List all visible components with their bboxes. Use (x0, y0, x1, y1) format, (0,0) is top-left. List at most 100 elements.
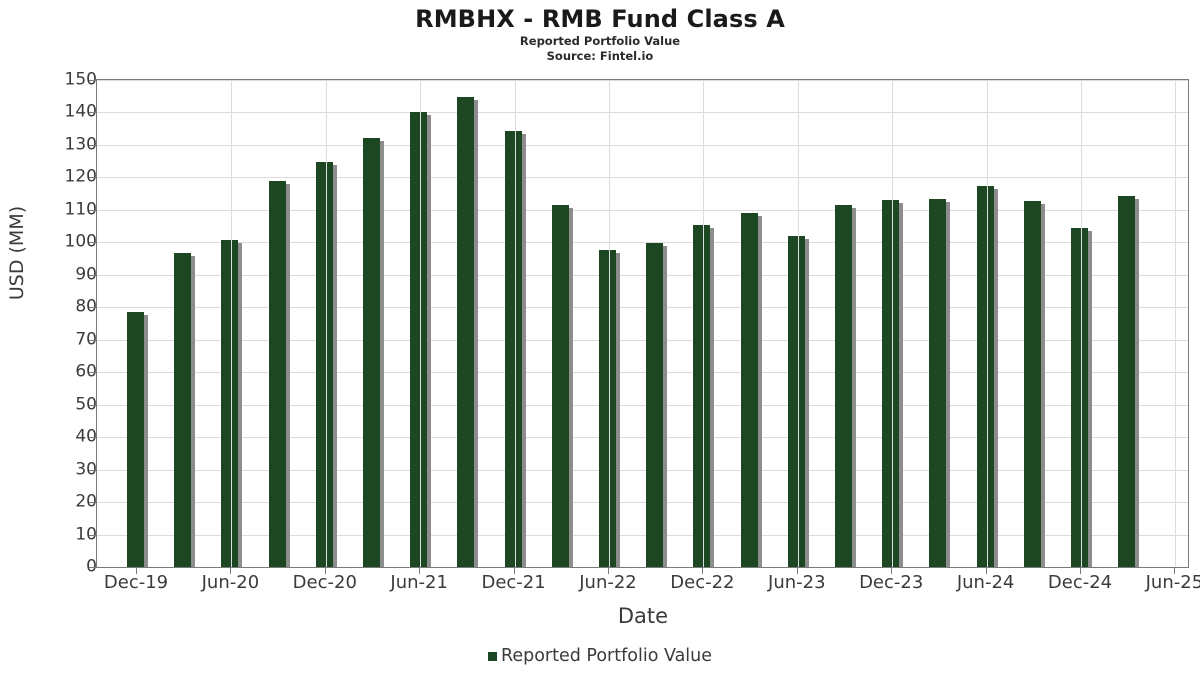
bar (504, 130, 526, 567)
bar (268, 180, 290, 567)
bar-shadow (899, 203, 904, 567)
chart-source: Source: Fintel.io (546, 49, 654, 63)
y-axis-tick-label: 60 (75, 361, 97, 382)
bar-fill (127, 311, 144, 567)
gridline-horizontal (97, 274, 1188, 276)
bar (929, 198, 951, 567)
gridline-vertical (1175, 80, 1177, 567)
gridline-horizontal (97, 469, 1188, 471)
y-axis-tick-label: 50 (75, 394, 97, 415)
bar (551, 205, 573, 567)
y-axis-tick-label: 130 (64, 134, 97, 155)
x-axis-tick-label: Dec-21 (481, 572, 546, 593)
bar-fill (787, 236, 805, 567)
bar (599, 249, 620, 567)
y-axis-tick-label: 30 (75, 459, 97, 480)
y-axis-tick-mark (89, 502, 96, 504)
bar-fill (551, 205, 569, 567)
y-axis-tick-mark (89, 209, 96, 211)
bar (1023, 200, 1045, 567)
bar-shadow (710, 227, 715, 567)
y-axis-tick-mark (89, 469, 96, 471)
bar (740, 212, 762, 567)
gridline-horizontal (97, 112, 1188, 114)
gridline-vertical (892, 80, 894, 567)
y-axis-title-text: USD (MM) (6, 205, 28, 300)
y-axis-tick-label: 110 (64, 199, 97, 220)
chart-subtitle: Reported Portfolio Value (519, 34, 681, 48)
gridline-horizontal (97, 144, 1188, 146)
gridline-vertical (325, 80, 327, 567)
y-axis-tick-mark (89, 80, 96, 81)
bar-shadow (1040, 203, 1045, 567)
y-axis-tick-label: 10 (75, 524, 97, 545)
x-axis-tick-mark (1174, 568, 1176, 574)
bar (976, 185, 998, 567)
bar-shadow (1135, 198, 1140, 567)
bar (787, 236, 809, 567)
x-axis-tick-label: Jun-22 (579, 572, 637, 593)
x-axis-tick-label: Jun-21 (390, 572, 448, 593)
x-axis-tick-mark (608, 568, 609, 574)
y-axis-tick-label: 90 (75, 264, 97, 285)
bar-fill (174, 252, 192, 567)
x-axis-tick-mark (1080, 568, 1081, 574)
bar-shadow (946, 201, 951, 567)
bar-shadow (191, 255, 196, 567)
bar-shadow (521, 133, 526, 567)
x-axis-tick-mark (891, 568, 893, 574)
bar-fill (929, 198, 947, 567)
bar (835, 205, 856, 567)
bar-fill (599, 249, 616, 567)
y-axis-tick-label: 80 (75, 296, 97, 317)
bar-shadow (474, 99, 479, 567)
x-axis-tick-label: Dec-23 (859, 572, 924, 593)
bar (221, 239, 243, 567)
chart-title: RMBHX - RMB Fund Class A (415, 5, 785, 33)
gridline-horizontal (97, 437, 1188, 439)
bar-fill (882, 200, 900, 567)
x-axis-tick-label: Dec-22 (670, 572, 735, 593)
gridline-vertical (514, 80, 516, 567)
title-block: RMBHX - RMB Fund Class A Reported Portfo… (0, 4, 1200, 64)
y-axis-tick-mark (89, 534, 96, 536)
bar-fill (976, 185, 994, 567)
gridline-vertical (986, 80, 988, 567)
bar-shadow (993, 188, 998, 567)
bar (646, 242, 668, 567)
x-axis-tick-label: Dec-19 (103, 572, 169, 593)
bar-fill (504, 130, 522, 567)
bar-shadow (332, 164, 337, 567)
bar-shadow (852, 208, 856, 567)
gridline-vertical (420, 80, 422, 567)
gridline-vertical (1081, 80, 1082, 567)
y-axis-tick-mark (89, 404, 96, 406)
y-axis-tick-mark (89, 112, 96, 114)
x-axis-tick-label: Dec-24 (1047, 572, 1113, 593)
gridline-horizontal (97, 177, 1188, 179)
x-axis-tick-label: Jun-25 (1145, 572, 1200, 593)
gridline-horizontal (97, 534, 1188, 536)
x-axis-tick-label: Dec-20 (292, 572, 357, 593)
gridline-horizontal (97, 242, 1188, 244)
x-axis-tick-mark (419, 568, 421, 574)
bar (127, 311, 148, 567)
x-axis-tick-label: Jun-20 (201, 572, 260, 593)
bar-fill (410, 112, 428, 567)
bar-shadow (804, 239, 809, 567)
bar (363, 138, 384, 567)
bar-shadow (238, 242, 243, 567)
y-axis-tick-label: 100 (64, 231, 97, 252)
bar-shadow (757, 215, 762, 567)
chart-legend: Reported Portfolio Value (0, 646, 1200, 666)
x-axis-tick-mark (136, 568, 137, 574)
bar-shadow (616, 252, 620, 567)
y-axis-tick-mark (89, 242, 96, 244)
y-axis-tick-label: 20 (75, 491, 97, 512)
bar-fill (1118, 195, 1136, 567)
gridline-horizontal (97, 339, 1188, 341)
x-axis-tick-mark (230, 568, 232, 574)
bar-fill (693, 224, 711, 567)
gridline-vertical (797, 80, 799, 567)
y-axis-tick-label: 150 (64, 69, 97, 90)
